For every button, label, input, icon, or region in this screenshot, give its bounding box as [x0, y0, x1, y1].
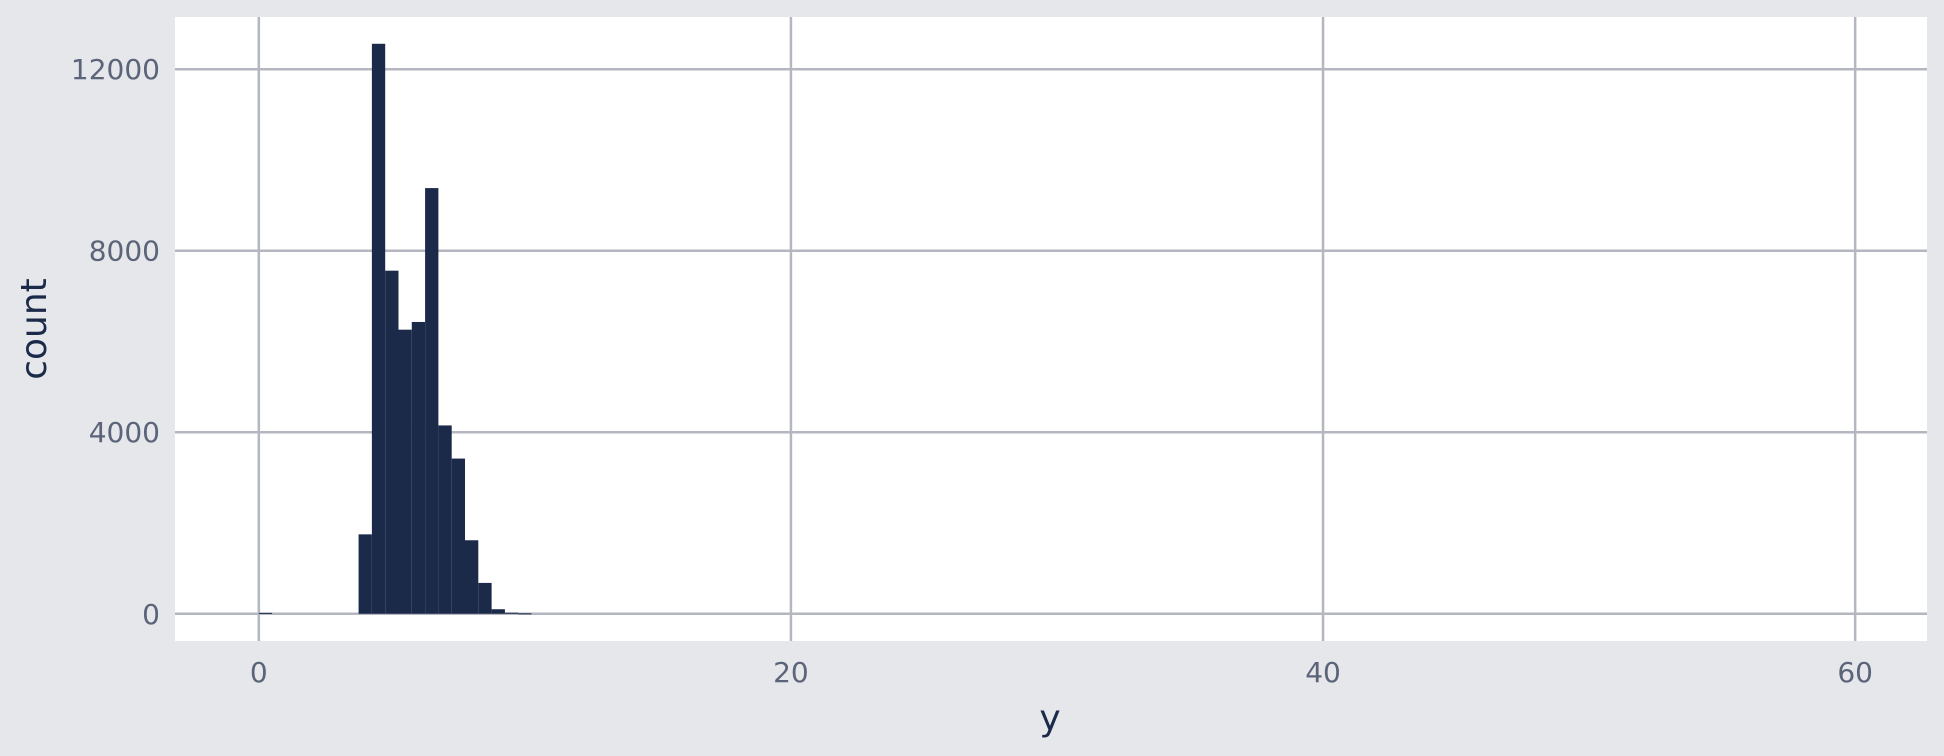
histogram-bar-4 — [398, 329, 412, 614]
y-tick-label-2: 8000 — [89, 235, 160, 268]
y-tick-label-1: 4000 — [89, 416, 160, 449]
bars — [258, 43, 532, 615]
histogram-bar-12 — [504, 612, 519, 614]
y-axis-ticks: 0 4000 8000 12000 — [71, 53, 160, 631]
histogram-bar-7 — [438, 425, 452, 614]
histogram-bar-11 — [491, 609, 505, 614]
x-axis-ticks: 0 20 40 60 — [250, 656, 1873, 689]
histogram-bar-2 — [371, 43, 386, 614]
histogram-bar-6 — [425, 188, 439, 614]
histogram-bar-8 — [451, 458, 466, 614]
x-tick-label-3: 60 — [1837, 656, 1873, 689]
x-tick-label-1: 20 — [773, 656, 809, 689]
histogram-bar-10 — [478, 582, 492, 614]
y-tick-label-0: 0 — [142, 598, 160, 631]
histogram-bar-0 — [258, 612, 273, 614]
histogram-bar-9 — [465, 540, 479, 614]
y-tick-label-3: 12000 — [71, 53, 160, 86]
histogram-bar-3 — [385, 270, 399, 614]
x-axis-title: y — [1039, 698, 1060, 739]
y-axis-title: count — [14, 278, 55, 380]
x-tick-label-0: 0 — [250, 656, 268, 689]
x-tick-label-2: 40 — [1305, 656, 1341, 689]
plot-panel — [175, 17, 1927, 641]
histogram-bar-13 — [518, 613, 532, 615]
histogram-bar-1 — [358, 534, 372, 614]
histogram-bar-5 — [411, 321, 426, 614]
